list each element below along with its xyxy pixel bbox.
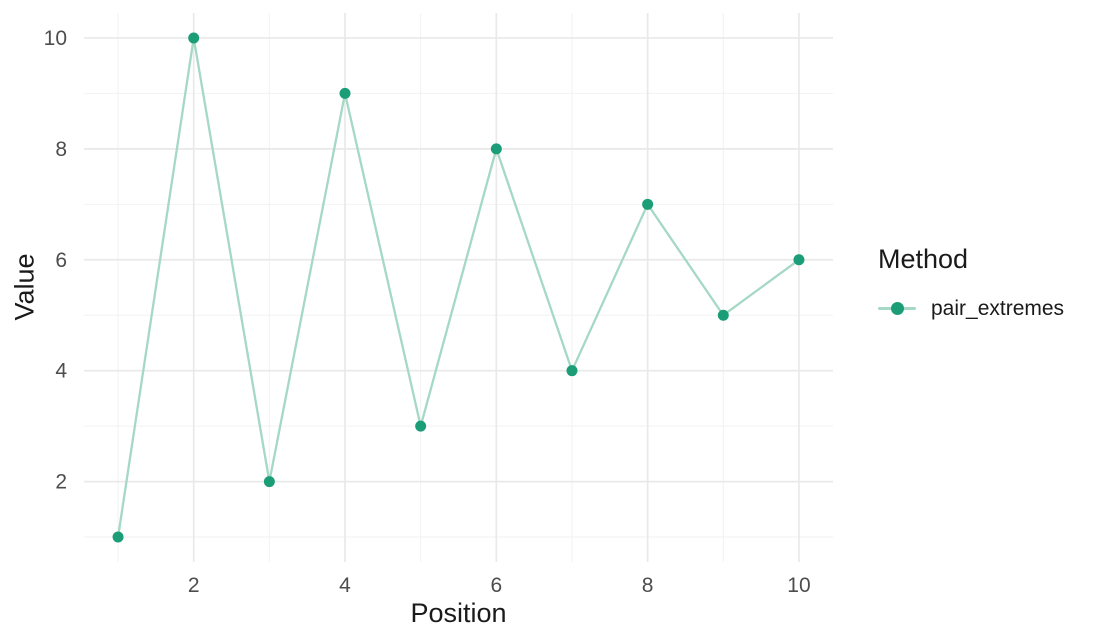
y-tick-label: 6: [55, 249, 67, 272]
y-tick-label: 4: [55, 360, 67, 383]
y-tick-label: 2: [55, 471, 67, 494]
x-axis-title: Position: [410, 598, 507, 628]
legend: Method pair_extremes: [878, 244, 1064, 321]
series-line: [116, 36, 801, 539]
data-point: [490, 143, 502, 155]
legend-entry: pair_extremes: [878, 297, 1064, 321]
y-tick-label: 10: [44, 27, 67, 50]
data-point: [339, 87, 351, 99]
y-tick-label: 8: [55, 138, 67, 161]
data-point: [112, 531, 124, 543]
legend-title: Method: [878, 244, 969, 274]
legend-entry-label: pair_extremes: [931, 296, 1065, 320]
x-tick-label: 4: [339, 574, 351, 597]
legend-key-point-line-icon: [878, 298, 916, 320]
x-tick-label: 6: [490, 574, 502, 597]
x-tick-label: 2: [188, 574, 200, 597]
data-point: [717, 309, 729, 321]
data-point: [642, 198, 654, 210]
data-point: [793, 254, 805, 266]
data-point: [415, 420, 427, 432]
x-tick-label: 8: [642, 574, 654, 597]
data-point: [566, 365, 578, 377]
data-point: [188, 32, 200, 44]
x-tick-label: 10: [787, 574, 810, 597]
y-axis-title: Value: [9, 253, 40, 321]
legend-point-swatch: [890, 302, 904, 316]
data-point: [263, 476, 275, 488]
